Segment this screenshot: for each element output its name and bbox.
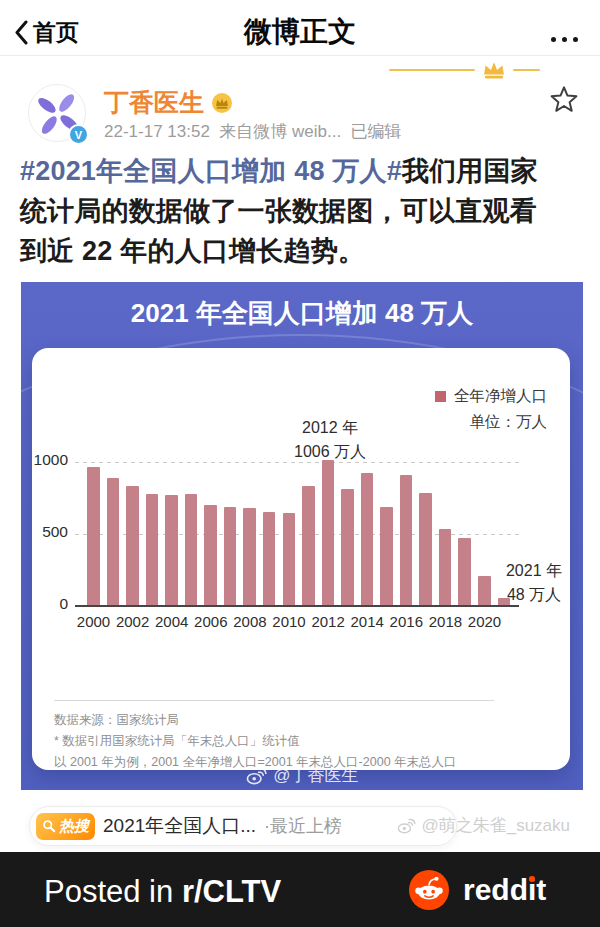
reposter-watermark: @萌之朱雀_suzaku: [396, 814, 570, 837]
bar-2008: [243, 508, 256, 605]
favorite-star-icon[interactable]: [548, 84, 580, 120]
infographic-watermark: @丁香医生: [21, 764, 583, 787]
x-tick-2016: 2016: [390, 613, 423, 630]
bar-2015: [380, 507, 393, 605]
bar-2002: [126, 486, 139, 605]
bar-2007: [224, 507, 237, 605]
bar-2017: [419, 493, 432, 605]
x-tick-2014: 2014: [351, 613, 384, 630]
bar-2004: [165, 495, 178, 605]
bar-2003: [146, 494, 159, 605]
x-tick-2006: 2006: [194, 613, 227, 630]
legend-swatch: [435, 391, 446, 402]
notes-divider: [54, 700, 494, 701]
reddit-snoo-icon: [409, 870, 449, 910]
gridline-500: [75, 534, 519, 536]
chart-legend: 全年净增人口: [435, 386, 547, 407]
post-image[interactable]: 2021 年全国人口增加 48 万人 全年净增人口 单位：万人 2012 年 1…: [21, 282, 583, 790]
legend-label: 全年净增人口: [454, 386, 547, 407]
crown-decoration: [389, 60, 540, 80]
bar-2013: [341, 489, 354, 605]
hot-search-badge: 热搜: [36, 813, 95, 840]
bar-2018: [439, 529, 452, 605]
hot-search-suffix: ·最近上榜: [264, 814, 342, 838]
bar-2010: [283, 513, 296, 605]
more-button[interactable]: [551, 37, 578, 42]
x-tick-2020: 2020: [468, 613, 501, 630]
reddit-logo: reddit: [409, 870, 546, 910]
bar-2016: [400, 475, 413, 605]
bar-2005: [185, 494, 198, 605]
x-tick-2008: 2008: [233, 613, 266, 630]
weibo-icon: [396, 818, 416, 834]
bar-2001: [107, 478, 120, 605]
x-tick-2018: 2018: [429, 613, 462, 630]
x-axis: [75, 605, 519, 607]
bar-2020: [478, 576, 491, 605]
hot-search-text: 2021年全国人口...: [103, 813, 256, 839]
reddit-i-dot: [529, 876, 535, 882]
author-name[interactable]: 丁香医生: [104, 86, 204, 119]
hot-search-pill[interactable]: 热搜 2021年全国人口... ·最近上榜: [29, 806, 457, 846]
y-tick-500: 500: [28, 523, 68, 541]
y-tick-1000: 1000: [28, 451, 68, 469]
avatar[interactable]: V: [28, 84, 86, 142]
bar-2006: [204, 505, 217, 605]
x-tick-2010: 2010: [272, 613, 305, 630]
bar-2011: [302, 486, 315, 605]
y-tick-0: 0: [28, 595, 68, 613]
bar-2012: [322, 460, 335, 605]
x-tick-2000: 2000: [77, 613, 110, 630]
posted-in-label: Posted in r/CLTV: [44, 874, 281, 910]
post-text: #2021年全国人口增加 48 万人#我们用国家 统计局的数据做了一张数据图，可…: [20, 151, 594, 271]
chart-card: 全年净增人口 单位：万人 2012 年 1006 万人 2021 年 48 万人…: [32, 348, 570, 770]
nav-bar: 首页 微博正文: [0, 0, 600, 56]
search-icon: [42, 819, 56, 833]
post-meta: 22-1-17 13:52 来自微博 weib... 已编辑: [104, 120, 402, 143]
infographic-title: 2021 年全国人口增加 48 万人: [21, 296, 583, 331]
x-tick-2002: 2002: [116, 613, 149, 630]
gold-crown-badge-icon: [211, 92, 233, 114]
verified-badge: V: [68, 124, 89, 145]
bar-chart: 2000200220042006200820102012201420162018…: [75, 453, 519, 605]
bar-2000: [87, 467, 100, 605]
x-tick-2012: 2012: [311, 613, 344, 630]
bar-2021: [498, 598, 511, 605]
hashtag-link[interactable]: #2021年全国人口增加 48 万人#: [20, 156, 402, 186]
gridline-1000: [75, 462, 519, 464]
page-title: 微博正文: [0, 13, 600, 51]
weibo-icon: [245, 767, 267, 785]
bar-2009: [263, 512, 276, 605]
reddit-footer: Posted in r/CLTV reddit: [0, 852, 600, 927]
x-tick-2004: 2004: [155, 613, 188, 630]
crown-icon: [481, 60, 507, 80]
reddit-wordmark: reddit: [463, 873, 546, 907]
bar-2014: [361, 473, 374, 605]
bar-2019: [458, 538, 471, 605]
unit-label: 单位：万人: [470, 412, 548, 433]
